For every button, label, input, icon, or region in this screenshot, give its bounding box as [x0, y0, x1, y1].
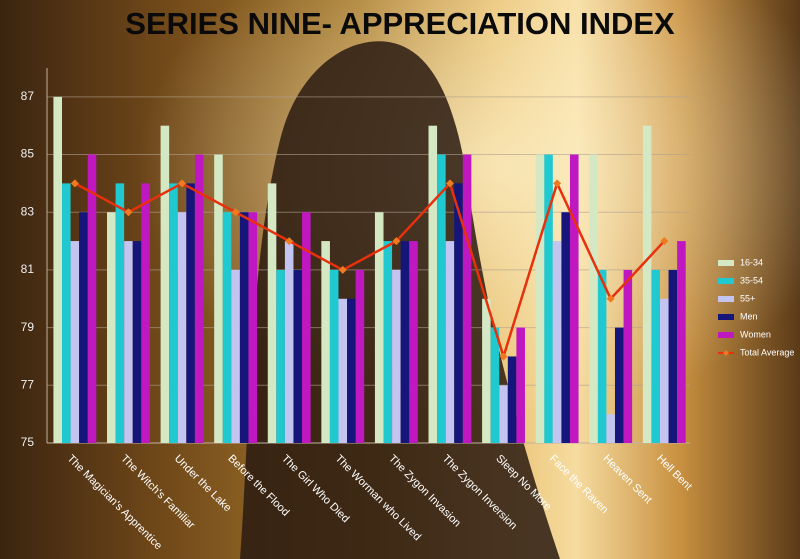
legend-label: Women: [740, 329, 771, 339]
bar: [409, 241, 418, 443]
bar: [169, 183, 178, 443]
bar: [293, 269, 303, 443]
bar: [115, 183, 125, 443]
bar: [569, 154, 579, 444]
bar: [177, 212, 187, 443]
legend-swatch: [718, 314, 734, 320]
line: [74, 179, 666, 361]
bar: [516, 327, 525, 443]
bar: [329, 269, 339, 443]
bar: [428, 125, 438, 443]
legend-label: 16-34: [740, 257, 763, 267]
bar: [267, 183, 277, 443]
bar: [338, 298, 348, 443]
y-tick-label: 75: [21, 435, 35, 449]
bar: [561, 212, 570, 443]
bar: [321, 241, 330, 443]
legend-swatch: [723, 350, 729, 356]
legend-label: 55+: [740, 293, 755, 303]
bar: [552, 241, 562, 443]
legend-label: Men: [740, 311, 758, 321]
bar: [70, 241, 80, 443]
legend-swatch: [718, 296, 734, 302]
bar: [659, 298, 669, 443]
legend-swatch: [718, 278, 734, 284]
bar: [437, 154, 446, 444]
legend-label: 35-54: [740, 275, 763, 285]
bar: [400, 241, 410, 443]
bar: [614, 327, 624, 443]
bar: [276, 269, 285, 443]
marker: [445, 179, 454, 188]
bar: [454, 183, 463, 443]
bar: [141, 183, 150, 443]
marker: [499, 352, 508, 361]
bar: [231, 269, 240, 443]
y-tick-label: 77: [21, 377, 35, 391]
bar: [597, 269, 607, 443]
bar: [606, 414, 615, 443]
marker: [285, 237, 294, 246]
bar: [284, 241, 294, 443]
marker: [553, 179, 562, 188]
marker: [606, 294, 615, 303]
bar: [302, 212, 311, 443]
bar: [87, 154, 97, 444]
bar: [194, 154, 204, 444]
bar: [482, 298, 491, 443]
legend-swatch: [718, 260, 734, 266]
bar: [392, 269, 401, 443]
bar: [623, 269, 633, 443]
y-tick-label: 81: [21, 262, 35, 276]
bar: [107, 212, 116, 443]
bar: [507, 356, 517, 443]
marker: [178, 179, 187, 188]
bar: [160, 125, 170, 443]
marker: [231, 208, 240, 217]
legend-label: Total Average: [740, 347, 794, 357]
bar: [186, 183, 195, 443]
bar: [79, 212, 88, 443]
bar: [132, 241, 142, 443]
marker: [70, 179, 79, 188]
bar: [544, 154, 553, 444]
bar: [239, 212, 249, 443]
y-tick-label: 85: [21, 147, 35, 161]
bar: [651, 269, 660, 443]
bar: [248, 212, 258, 443]
bar: [642, 125, 652, 443]
bar: [347, 298, 356, 443]
marker: [392, 237, 401, 246]
bar: [62, 183, 71, 443]
bar: [668, 269, 678, 443]
bar: [589, 154, 598, 444]
bar: [222, 212, 232, 443]
bar: [383, 241, 393, 443]
y-tick-label: 87: [21, 89, 35, 103]
y-tick-label: 79: [21, 320, 35, 334]
bar: [374, 212, 384, 443]
marker: [660, 237, 669, 246]
y-tick-label: 83: [21, 204, 35, 218]
bar: [499, 385, 508, 443]
bar: [445, 241, 455, 443]
bar: [535, 154, 545, 444]
chart-title: SERIES NINE- APPRECIATION INDEX: [125, 6, 675, 41]
bar: [355, 269, 365, 443]
bar: [53, 96, 63, 443]
bar: [214, 154, 223, 444]
bar: [490, 327, 500, 443]
marker: [124, 208, 133, 217]
bar: [677, 241, 686, 443]
marker: [338, 265, 347, 274]
bar: [124, 241, 133, 443]
bar: [462, 154, 472, 444]
legend-swatch: [718, 332, 734, 338]
